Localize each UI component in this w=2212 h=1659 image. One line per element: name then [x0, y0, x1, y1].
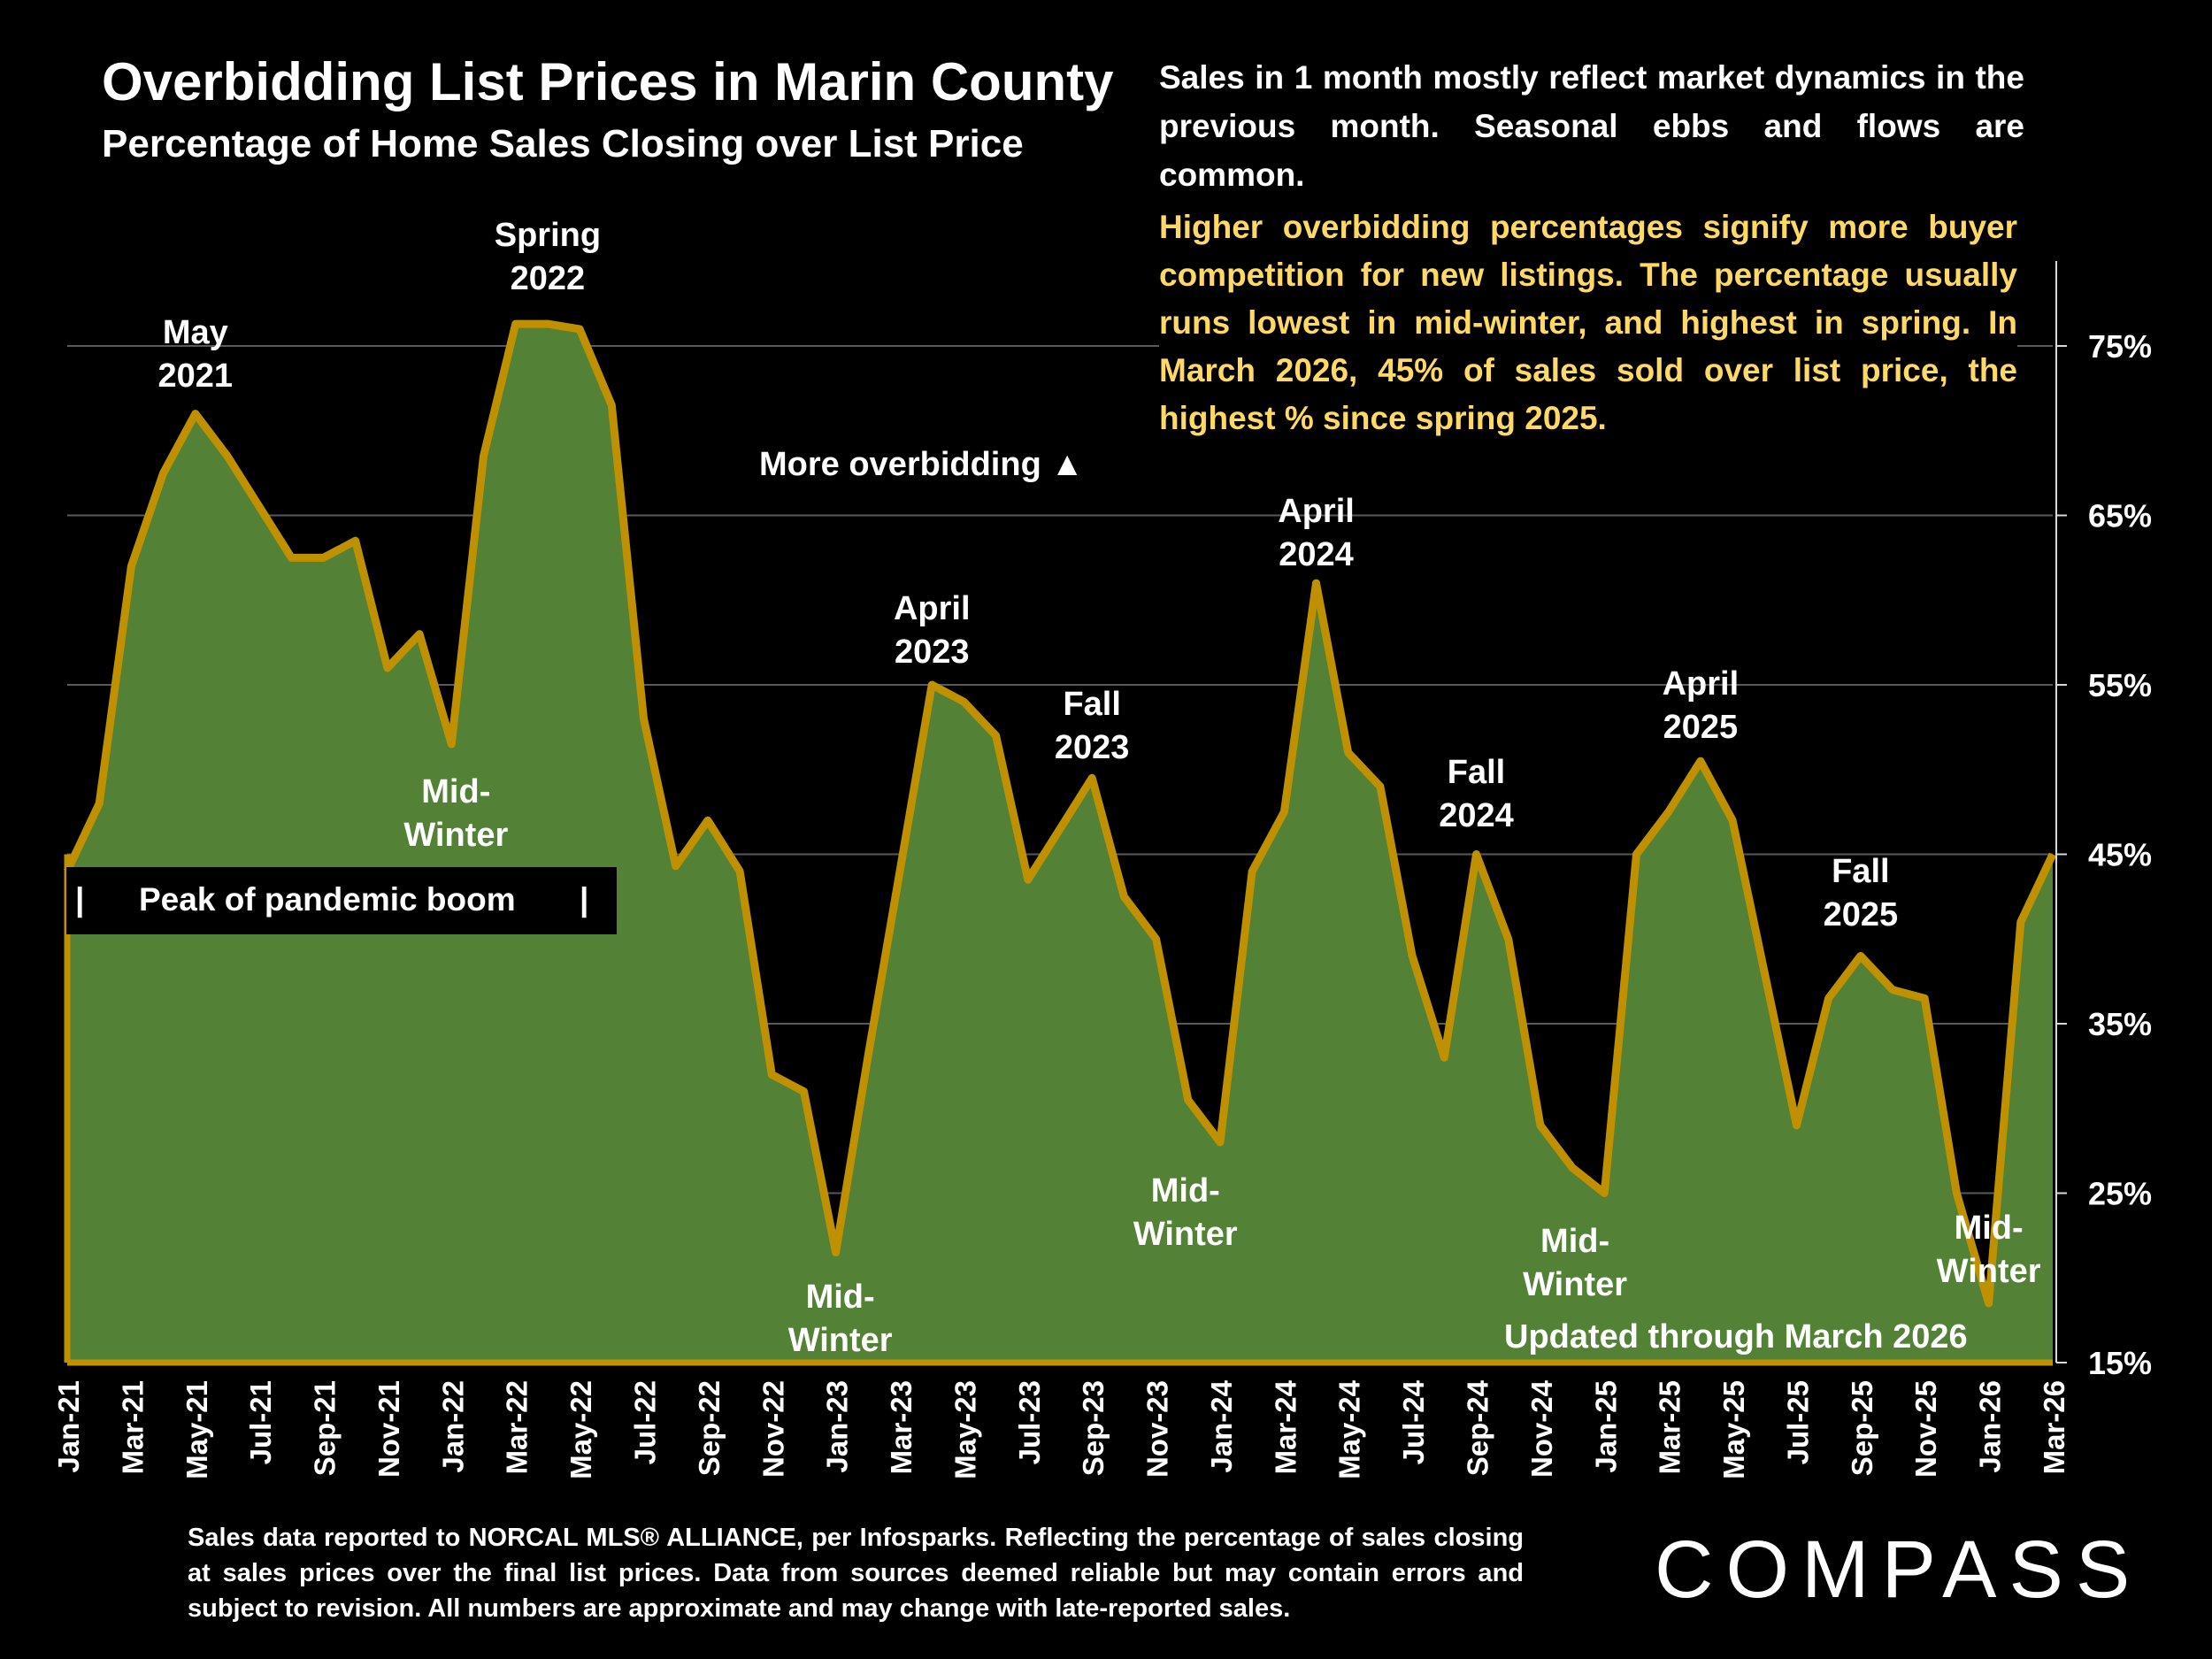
annotation-label: Winter: [1523, 1266, 1627, 1303]
annotation-label: Mid-: [421, 773, 490, 810]
x-tick-label: Sep-22: [693, 1380, 726, 1476]
axes: [64, 261, 2057, 1366]
x-tick-label: Jan-23: [821, 1380, 854, 1473]
annotation-label: Mid-: [806, 1279, 875, 1316]
annotation-label: Updated through March 2026: [1504, 1318, 1968, 1356]
x-tick-label: Mar-25: [1654, 1380, 1686, 1474]
x-tick-label: Mar-21: [116, 1380, 149, 1474]
pandemic-peak-label: | Peak of pandemic boom |: [66, 867, 617, 934]
x-tick-label: Jan-21: [52, 1380, 85, 1473]
x-tick-label: Sep-24: [1462, 1379, 1494, 1476]
annotation-label: Mid-: [1540, 1223, 1609, 1260]
chart-annotations: May 2021 Spring 2022 Mid- Winter More overbidd…: [158, 217, 2041, 1359]
x-tick-label: Jan-22: [436, 1380, 469, 1473]
market-dynamics-note: Sales in 1 month mostly reflect market d…: [1159, 59, 2024, 193]
x-axis-tick-labels: Jan-21 Mar-21 May-21 Jul-21 Sep-21 Nov-21 Jan-…: [52, 1379, 2070, 1479]
y-tick-label: 45%: [2088, 837, 2152, 873]
series-line: [63, 319, 2057, 1308]
x-tick-label: Jul-23: [1013, 1380, 1046, 1464]
x-tick-label: Jan-24: [1205, 1379, 1238, 1472]
x-tick-label: Mar-22: [501, 1380, 534, 1474]
annotation-label: April: [894, 590, 971, 627]
annotation-label: Winter: [1937, 1253, 2041, 1290]
x-tick-label: Mar-23: [885, 1380, 918, 1474]
annotation-label: More overbidding ▲: [759, 446, 1084, 483]
x-tick-label: Mar-24: [1269, 1379, 1302, 1474]
annotation-label: 2022: [511, 260, 586, 297]
annotation-label: 2024: [1279, 536, 1354, 573]
annotation-label: Winter: [403, 817, 508, 854]
x-tick-label: Nov-21: [373, 1380, 405, 1478]
peak-label-text: Peak of pandemic boom: [139, 881, 516, 918]
annotation-label: 2024: [1439, 797, 1514, 834]
x-tick-label: Nov-22: [757, 1380, 789, 1478]
chart-title: Overbidding List Prices in Marin County: [102, 52, 1114, 111]
annotation-label: 2023: [895, 634, 970, 671]
peak-right-marker: |: [580, 881, 589, 918]
annotation-label: May: [163, 314, 228, 351]
x-tick-label: May-25: [1717, 1380, 1750, 1479]
source-footnote: Sales data reported to NORCAL MLS® ALLIA…: [188, 1524, 1524, 1623]
x-tick-label: May-24: [1333, 1379, 1366, 1479]
x-tick-label: Sep-23: [1077, 1380, 1110, 1476]
x-tick-label: May-22: [565, 1380, 597, 1479]
x-tick-label: Mar-26: [2038, 1380, 2070, 1474]
x-tick-label: Jan-26: [1974, 1380, 2007, 1473]
chart-subtitle: Percentage of Home Sales Closing over Li…: [102, 122, 1024, 165]
annotation-label: April: [1663, 665, 1740, 703]
annotation-label: Winter: [1133, 1216, 1238, 1253]
annotation-label: Fall: [1063, 686, 1120, 723]
annotation-label: Spring: [495, 217, 601, 254]
x-tick-label: Jan-25: [1589, 1380, 1622, 1473]
y-axis-tick-labels: 15% 25% 35% 45% 55% 65% 75%: [2056, 328, 2152, 1381]
annotation-label: Winter: [788, 1322, 893, 1359]
annotation-label: 2025: [1663, 709, 1739, 746]
x-tick-label: Jul-24: [1397, 1379, 1430, 1464]
y-tick-label: 75%: [2088, 328, 2152, 365]
x-tick-label: May-23: [949, 1380, 981, 1479]
x-tick-label: Jul-21: [244, 1380, 277, 1464]
y-tick-label: 55%: [2088, 667, 2152, 703]
compass-logo: COMPASS: [1655, 1525, 2143, 1615]
y-tick-label: 15%: [2088, 1345, 2152, 1381]
annotation-label: Fall: [1832, 853, 1889, 890]
annotation-label: 2021: [158, 357, 234, 395]
y-tick-label: 35%: [2088, 1006, 2152, 1042]
x-tick-label: Jul-25: [1781, 1380, 1814, 1464]
x-tick-label: Nov-25: [1909, 1380, 1942, 1478]
x-tick-label: Sep-21: [309, 1380, 342, 1476]
annotation-label: Mid-: [1955, 1210, 2024, 1247]
x-tick-label: May-21: [180, 1380, 213, 1479]
annotation-label: Fall: [1448, 754, 1505, 791]
x-tick-label: Sep-25: [1846, 1380, 1878, 1476]
x-tick-label: Jul-22: [628, 1380, 661, 1464]
x-tick-label: Nov-23: [1141, 1380, 1174, 1478]
series-area-fill: [67, 324, 2053, 1363]
annotation-label: 2025: [1824, 896, 1899, 933]
x-tick-label: Nov-24: [1525, 1379, 1558, 1478]
overbidding-explanation-note: Higher overbidding percentages signify m…: [1159, 204, 2017, 442]
annotation-label: April: [1278, 493, 1355, 530]
peak-left-marker: |: [75, 881, 85, 918]
y-tick-label: 25%: [2088, 1176, 2152, 1212]
y-tick-label: 65%: [2088, 498, 2152, 534]
annotation-label: Mid-: [1151, 1172, 1220, 1210]
annotation-label: 2023: [1055, 729, 1130, 766]
